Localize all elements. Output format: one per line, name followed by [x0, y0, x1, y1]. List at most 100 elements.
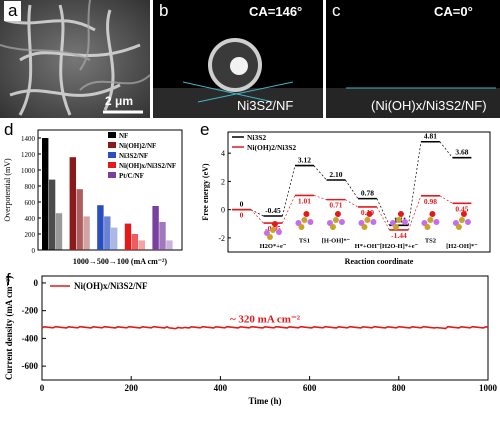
- bar: [42, 138, 49, 250]
- energy-value-label: 0.98: [424, 197, 437, 206]
- x-tick-label: 400: [214, 383, 228, 393]
- legend-swatch: [108, 172, 116, 178]
- molecule-structure-icon: [263, 221, 282, 240]
- current-density-chart: 0 200 400 600 800 1000 0 -200 -400 -600 Current de…: [4, 275, 498, 406]
- state-label: [H2-OH]*⁻: [446, 243, 478, 250]
- legend-swatch: [108, 162, 116, 168]
- y-tick-label: 400: [25, 215, 36, 223]
- sem-image: [0, 0, 150, 118]
- free-energy-chart: -2 0 2 4 Free energy (eV) Reaction coordinate…: [201, 131, 491, 266]
- bar: [104, 216, 111, 250]
- spread-droplet: [326, 0, 500, 118]
- energy-connector: [439, 195, 453, 204]
- panel-f-label: f: [6, 270, 11, 289]
- molecule-structure-icon: [295, 211, 314, 230]
- x-tick-label: 1000: [479, 383, 498, 393]
- free-energy-diagram-panel: e -2 0 2 4 Free energy (eV) Reaction coordina…: [190, 120, 500, 270]
- water-droplet: [153, 0, 323, 118]
- legend-entry: Ni(OH)x/Ni3S2/NF: [119, 162, 176, 170]
- state-label: H*+OH⁻: [355, 243, 381, 250]
- y-tick-label: 0: [34, 278, 39, 288]
- bar: [76, 189, 83, 250]
- y-axis-label: Current density (mA cm⁻²): [4, 276, 14, 380]
- state-label: [H-OH]*⁻: [322, 238, 351, 245]
- state-label: TS1: [299, 238, 310, 245]
- energy-value-label: 3.12: [298, 156, 311, 165]
- current-annotation: ~ 320 mA cm⁻²: [230, 313, 301, 325]
- contact-angle-panel-b: b CA=146° Ni3S2/NF: [153, 0, 323, 118]
- energy-value-label: 0: [240, 211, 244, 220]
- x-tick-label: 200: [124, 383, 138, 393]
- panel-e-label: e: [200, 120, 210, 139]
- bar: [131, 234, 139, 250]
- legend-entry: NF: [119, 132, 128, 140]
- y-tick-label: 1400: [21, 135, 36, 143]
- x-tick-label: 0: [40, 383, 45, 393]
- bar: [166, 240, 173, 250]
- panel-a-label: a: [4, 1, 22, 21]
- energy-value-label: 0.71: [329, 201, 342, 210]
- energy-connector: [345, 199, 359, 208]
- energy-value-label: 2.10: [329, 170, 342, 179]
- sample-label-b: Ni3S2/NF: [237, 98, 294, 113]
- y-tick-label: 600: [25, 199, 36, 207]
- y-tick-label: 800: [25, 183, 36, 191]
- x-tick-label: 800: [392, 383, 406, 393]
- contact-angle-panel-c: c CA=0° (Ni(OH)x/Ni3S2/NF): [326, 0, 500, 118]
- legend-entry: Ni(OH)x/Ni3S2/NF: [74, 281, 148, 291]
- plot-frame: [41, 275, 489, 381]
- bar: [55, 213, 63, 250]
- bar: [159, 222, 166, 250]
- panel-c-label: c: [332, 1, 341, 20]
- y-tick-label: 1000: [21, 167, 36, 175]
- legend-swatch: [108, 132, 116, 138]
- scale-bar-label: 2 μm: [105, 94, 134, 108]
- legend-entry: Pt/C/NF: [119, 172, 144, 180]
- y-tick-label: 0: [221, 206, 225, 215]
- energy-value-label: 4.81: [424, 132, 437, 141]
- legend-entry: Ni(OH)2/Ni3S2: [247, 143, 296, 152]
- legend-entry: Ni3S2: [247, 133, 266, 142]
- y-tick-label: -400: [22, 333, 39, 343]
- energy-connector: [408, 141, 422, 226]
- molecule-structure-icon: [326, 211, 345, 230]
- molecule-structure-icon: [389, 211, 408, 230]
- current-density-series: [41, 325, 489, 330]
- bar: [124, 223, 132, 250]
- state-label: H2O*+e⁻: [260, 243, 287, 250]
- y-tick-label: 2: [221, 177, 225, 186]
- energy-connector: [439, 141, 453, 158]
- bar: [48, 179, 56, 250]
- energy-connector: [313, 195, 327, 200]
- state-label: TS2: [425, 238, 436, 245]
- molecule-structure-icon: [452, 211, 471, 230]
- x-axis-label: 1000→500→100 (mA cm⁻²): [73, 257, 168, 266]
- contact-angle-value-b: CA=146°: [249, 4, 303, 19]
- energy-connector: [282, 165, 296, 217]
- bar: [138, 240, 145, 250]
- stability-chart-panel: f 0 200 400 600 800 1000 0 -200 -400 -600 Current …: [0, 270, 500, 437]
- legend-entry: Ni3S2/NF: [119, 152, 148, 160]
- energy-connector: [282, 195, 296, 224]
- sem-image-panel: a 2 μm: [0, 0, 150, 118]
- y-tick-label: 4: [221, 149, 225, 158]
- y-axis-label: Overpotential (mV): [3, 158, 12, 222]
- energy-value-label: 0: [240, 200, 244, 209]
- y-tick-label: -600: [22, 361, 39, 371]
- y-tick-label: 1200: [21, 151, 36, 159]
- legend-entry: Ni(OH)2/NF: [119, 142, 156, 150]
- overpotential-bar-chart: 0 200 400 600 800 1000 1200 1400 Overpotential (…: [3, 129, 183, 266]
- sample-label-c: (Ni(OH)x/Ni3S2/NF): [371, 98, 487, 113]
- state-label: [H2O-H]*+e⁻: [380, 243, 419, 250]
- energy-connector: [250, 209, 264, 224]
- molecule-structure-icon: [421, 211, 440, 230]
- y-tick-label: -2: [218, 234, 225, 243]
- y-tick-label: 0: [32, 247, 36, 255]
- x-axis-label: Reaction coordinate: [345, 257, 414, 266]
- x-tick-label: 600: [303, 383, 317, 393]
- energy-value-label: 0.78: [361, 189, 374, 198]
- y-tick-label: 200: [25, 231, 36, 239]
- energy-value-label: 0.45: [455, 204, 468, 213]
- bar: [83, 216, 90, 250]
- panel-b-label: b: [159, 1, 169, 20]
